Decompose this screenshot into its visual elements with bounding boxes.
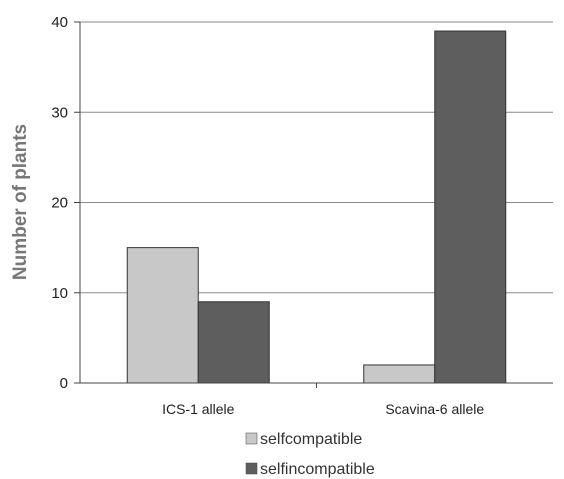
y-tick-label: 30 [51, 104, 68, 121]
legend: selfcompatible selfincompatible [245, 431, 375, 478]
x-tick-label: ICS-1 allele [162, 401, 235, 417]
bar-selfcompatible-1 [363, 364, 436, 384]
x-tick-labels: ICS-1 allele Scavina-6 allele [162, 383, 484, 417]
y-axis-title: Number of plants [10, 124, 31, 280]
x-tick-label: Scavina-6 allele [385, 401, 484, 417]
bar-selfincompatible-0 [197, 301, 270, 384]
y-tick-label: 20 [51, 195, 68, 212]
bar-selfcompatible-0 [126, 247, 199, 384]
y-tick-label: 40 [51, 14, 68, 31]
bars [126, 30, 507, 384]
legend-label: selfcompatible [260, 431, 362, 448]
y-tick-label: 0 [60, 375, 68, 392]
y-tick-labels: 0 10 20 30 40 [51, 14, 80, 392]
legend-swatch [245, 462, 258, 475]
legend-label: selfincompatible [260, 461, 375, 478]
bar-selfincompatible-1 [434, 30, 507, 384]
legend-swatch [245, 432, 258, 445]
y-tick-label: 10 [51, 285, 68, 302]
